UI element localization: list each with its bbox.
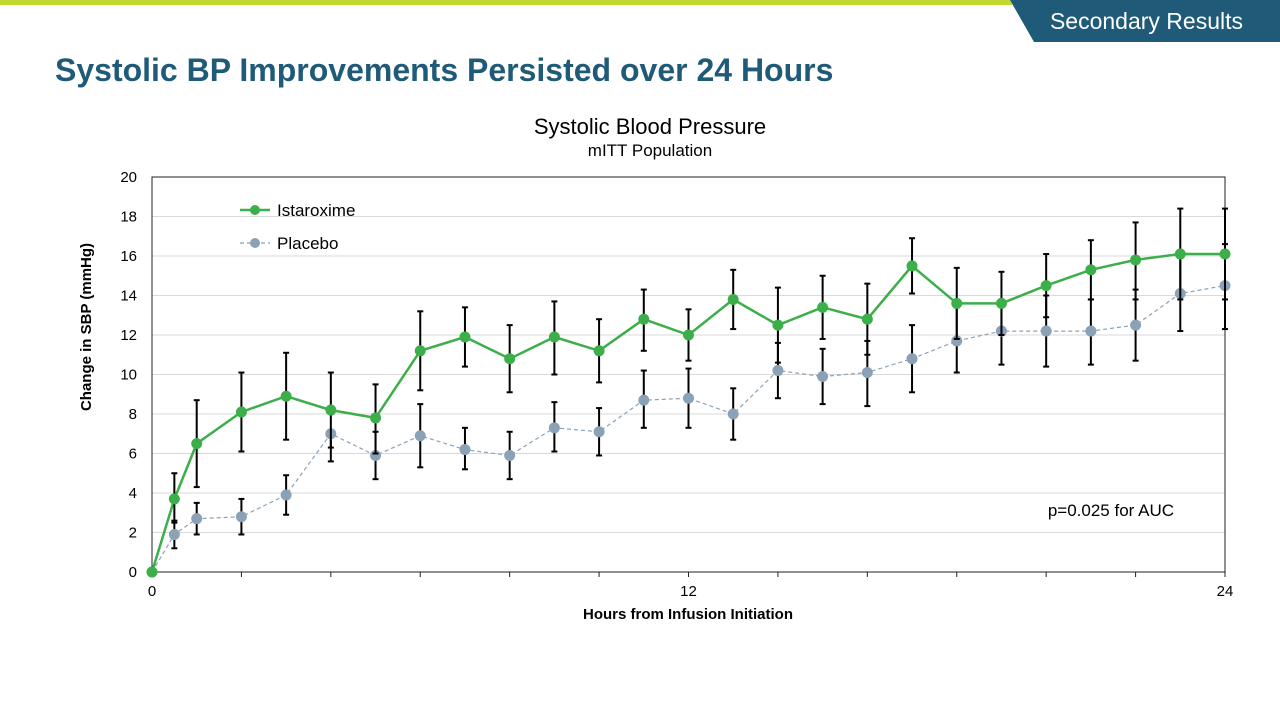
data-point-placebo [638, 394, 650, 406]
data-point-placebo [548, 422, 560, 434]
y-tick-label: 16 [120, 248, 137, 265]
data-point-istaroxime [1219, 248, 1231, 260]
y-tick-label: 6 [129, 446, 137, 463]
data-point-placebo [191, 513, 203, 525]
series-line-istaroxime [150, 252, 1225, 573]
slide-title: Systolic BP Improvements Persisted over … [55, 52, 834, 88]
y-tick-label: 4 [129, 485, 137, 502]
data-point-istaroxime [235, 406, 247, 418]
data-point-istaroxime [861, 313, 873, 325]
data-point-placebo [861, 367, 873, 379]
data-point-istaroxime [727, 293, 739, 305]
y-tick-label: 12 [120, 327, 137, 344]
data-point-istaroxime [772, 319, 784, 331]
series-istaroxime [146, 207, 1231, 578]
legend-item-placebo: Placebo [240, 234, 338, 253]
y-tick-label: 0 [129, 564, 137, 581]
y-tick-label: 2 [129, 525, 137, 542]
data-point-istaroxime [995, 297, 1007, 309]
data-point-istaroxime [593, 345, 605, 357]
series-line-placebo [151, 285, 1226, 573]
x-tick-label: 24 [1217, 583, 1234, 600]
legend-label-placebo: Placebo [277, 234, 338, 253]
data-point-placebo [280, 489, 292, 501]
data-point-istaroxime [683, 329, 694, 341]
data-point-istaroxime [1130, 254, 1142, 266]
data-point-placebo [504, 449, 516, 461]
series-placebo [146, 243, 1231, 578]
data-point-istaroxime [1040, 280, 1052, 292]
data-point-placebo [1085, 325, 1097, 337]
legend-marker-placebo [250, 238, 260, 248]
section-badge-label: Secondary Results [1049, 8, 1243, 34]
y-tick-label: 14 [120, 288, 137, 305]
data-point-placebo [593, 426, 605, 438]
y-tick-label: 10 [120, 367, 137, 384]
legend-item-istaroxime: Istaroxime [240, 201, 355, 220]
data-point-istaroxime [1174, 248, 1186, 260]
y-axis-label: Change in SBP (mmHg) [78, 243, 95, 411]
data-point-placebo [817, 370, 829, 382]
legend: Istaroxime Placebo [240, 201, 355, 253]
data-point-istaroxime [459, 331, 471, 343]
data-point-placebo [1130, 319, 1142, 331]
chart-subtitle: mITT Population [588, 141, 712, 160]
data-point-placebo [414, 430, 426, 442]
data-point-istaroxime [548, 331, 560, 343]
data-point-istaroxime [370, 412, 382, 424]
data-point-istaroxime [146, 566, 158, 578]
data-point-placebo [459, 444, 471, 456]
data-point-placebo [683, 392, 694, 404]
data-point-istaroxime [906, 260, 918, 272]
y-tick-label: 20 [120, 169, 137, 186]
data-point-istaroxime [1085, 264, 1097, 276]
legend-label-istaroxime: Istaroxime [277, 201, 355, 220]
auc-annotation: p=0.025 for AUC [1048, 501, 1174, 520]
data-point-placebo [772, 365, 784, 377]
x-tick-label: 12 [680, 583, 697, 600]
chart-title: Systolic Blood Pressure [534, 114, 766, 139]
data-point-istaroxime [191, 438, 203, 450]
data-point-istaroxime [817, 301, 829, 313]
x-axis-label: Hours from Infusion Initiation [583, 606, 793, 623]
data-point-istaroxime [325, 404, 337, 416]
data-point-placebo [727, 408, 739, 420]
data-point-placebo [906, 353, 918, 365]
y-tick-label: 8 [129, 406, 137, 423]
data-point-istaroxime [414, 345, 426, 357]
legend-marker-istaroxime [250, 205, 260, 215]
accent-bar [0, 0, 1012, 5]
data-point-istaroxime [951, 297, 963, 309]
y-tick-label: 18 [120, 209, 137, 226]
data-point-placebo [235, 511, 247, 523]
data-point-istaroxime [280, 390, 292, 402]
x-tick-label: 0 [148, 583, 156, 600]
data-point-istaroxime [168, 493, 180, 505]
series [146, 207, 1231, 578]
data-point-istaroxime [504, 353, 516, 365]
data-point-placebo [168, 528, 180, 540]
data-point-placebo [1040, 325, 1052, 337]
section-badge: Secondary Results [1010, 0, 1280, 42]
data-point-istaroxime [638, 313, 650, 325]
